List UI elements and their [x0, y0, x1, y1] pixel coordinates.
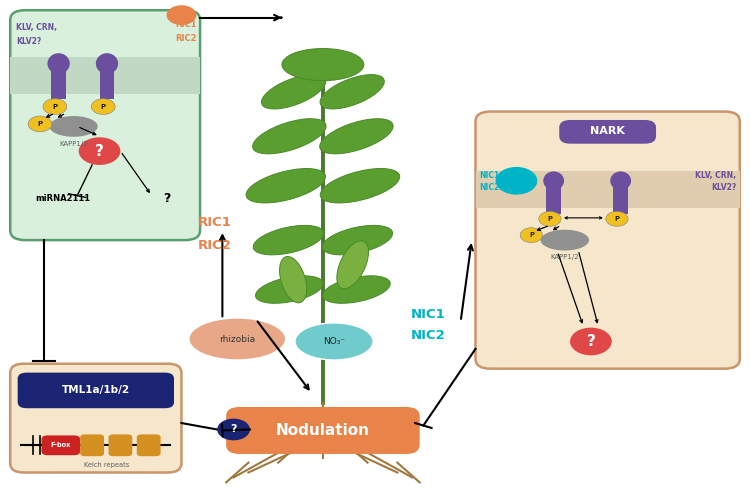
- Text: NIC2: NIC2: [411, 328, 446, 342]
- Ellipse shape: [320, 168, 400, 203]
- FancyBboxPatch shape: [18, 372, 174, 408]
- Ellipse shape: [610, 172, 631, 190]
- FancyBboxPatch shape: [10, 364, 181, 472]
- Text: P: P: [38, 121, 43, 127]
- Circle shape: [43, 98, 67, 114]
- Bar: [100, 60, 115, 99]
- FancyBboxPatch shape: [80, 434, 104, 456]
- Text: P: P: [614, 216, 620, 222]
- Ellipse shape: [47, 53, 70, 74]
- Ellipse shape: [320, 74, 384, 109]
- Ellipse shape: [256, 276, 323, 303]
- Text: RIC2: RIC2: [198, 238, 232, 252]
- Text: Nodulation: Nodulation: [276, 423, 370, 438]
- Ellipse shape: [541, 230, 589, 250]
- FancyBboxPatch shape: [41, 436, 80, 455]
- Text: KAPP1/2: KAPP1/2: [550, 254, 579, 260]
- Text: NIC2: NIC2: [479, 182, 500, 192]
- Circle shape: [606, 212, 628, 226]
- Text: KLV2?: KLV2?: [16, 38, 41, 46]
- Circle shape: [92, 98, 116, 114]
- Text: NARK: NARK: [590, 126, 625, 136]
- Ellipse shape: [320, 118, 393, 154]
- Circle shape: [520, 228, 542, 242]
- Bar: [51, 60, 66, 99]
- Text: RIC1: RIC1: [198, 216, 232, 230]
- Text: NIC1: NIC1: [479, 172, 500, 180]
- Ellipse shape: [282, 48, 364, 80]
- Text: F-box: F-box: [51, 442, 71, 448]
- Text: KLV, CRN,: KLV, CRN,: [695, 172, 736, 180]
- Text: KLV, CRN,: KLV, CRN,: [16, 22, 57, 32]
- Text: P: P: [529, 232, 534, 238]
- Ellipse shape: [246, 168, 326, 203]
- FancyBboxPatch shape: [476, 112, 740, 368]
- Bar: [546, 177, 561, 214]
- Ellipse shape: [543, 172, 564, 190]
- Ellipse shape: [96, 53, 118, 74]
- Circle shape: [166, 5, 196, 25]
- Ellipse shape: [322, 226, 392, 255]
- Text: NO₃⁻: NO₃⁻: [323, 337, 345, 346]
- Ellipse shape: [280, 256, 307, 303]
- Text: ?: ?: [230, 424, 237, 434]
- Text: RIC1: RIC1: [175, 20, 196, 29]
- Text: KLV2?: KLV2?: [711, 182, 736, 192]
- Text: P: P: [100, 104, 106, 110]
- Circle shape: [217, 418, 250, 440]
- Ellipse shape: [337, 241, 368, 289]
- Bar: [476, 171, 740, 208]
- Circle shape: [28, 116, 52, 132]
- Ellipse shape: [295, 323, 374, 360]
- Text: TML1a/1b/2: TML1a/1b/2: [62, 385, 130, 395]
- Text: KAPP1/2: KAPP1/2: [59, 140, 88, 146]
- Circle shape: [538, 212, 561, 226]
- FancyBboxPatch shape: [136, 434, 160, 456]
- Text: rhizobia: rhizobia: [219, 334, 255, 344]
- Bar: [614, 177, 628, 214]
- Text: miRNA2111: miRNA2111: [34, 194, 90, 202]
- Text: ?: ?: [163, 192, 170, 204]
- Text: P: P: [548, 216, 553, 222]
- FancyBboxPatch shape: [109, 434, 132, 456]
- Text: P: P: [53, 104, 58, 110]
- FancyBboxPatch shape: [560, 120, 656, 144]
- Text: ?: ?: [586, 334, 596, 349]
- Ellipse shape: [189, 318, 286, 360]
- Circle shape: [496, 167, 537, 194]
- Ellipse shape: [253, 118, 326, 154]
- Text: RIC2: RIC2: [175, 34, 196, 43]
- Circle shape: [570, 328, 612, 355]
- Ellipse shape: [254, 226, 323, 255]
- Ellipse shape: [322, 276, 390, 303]
- Text: ?: ?: [95, 144, 104, 158]
- Ellipse shape: [262, 74, 326, 109]
- Bar: [10, 57, 200, 94]
- Circle shape: [79, 138, 121, 165]
- Ellipse shape: [50, 116, 98, 137]
- FancyBboxPatch shape: [10, 10, 200, 240]
- Text: NIC1: NIC1: [411, 308, 446, 321]
- FancyBboxPatch shape: [226, 407, 420, 454]
- Text: Kelch repeats: Kelch repeats: [84, 462, 130, 468]
